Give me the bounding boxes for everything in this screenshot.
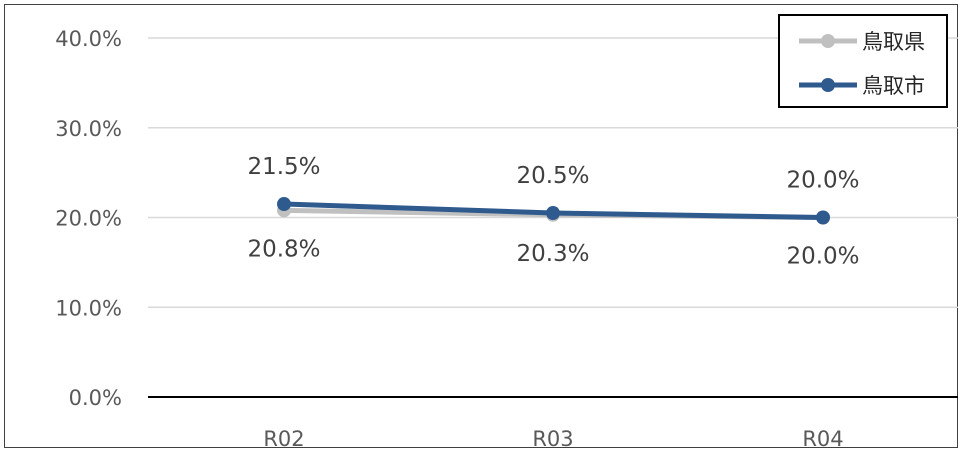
x-axis: R02 R03 R04 (263, 427, 843, 451)
data-point (546, 206, 560, 221)
y-tick-label: 20.0% (55, 207, 122, 231)
x-tick-label: R02 (263, 427, 304, 451)
x-tick-label: R04 (802, 427, 843, 451)
data-point (816, 210, 830, 225)
y-tick-label: 10.0% (55, 296, 122, 320)
data-label: 20.5% (516, 163, 589, 189)
x-tick-label: R03 (532, 427, 573, 451)
legend-label: 鳥取県 (862, 30, 925, 54)
y-tick-label: 40.0% (55, 27, 122, 51)
data-label: 20.0% (786, 168, 859, 194)
legend-marker (821, 34, 835, 48)
data-point (277, 197, 291, 212)
series-layer (277, 197, 830, 225)
data-label: 20.8% (247, 236, 320, 262)
data-label: 20.0% (786, 244, 859, 270)
y-tick-label: 0.0% (69, 386, 122, 410)
data-label: 21.5% (247, 154, 320, 180)
data-labels-layer: 20.8% 20.3% 20.0% 21.5% 20.5% 20.0% (247, 154, 859, 269)
legend-marker (821, 78, 835, 92)
y-tick-label: 30.0% (55, 117, 122, 141)
data-label: 20.3% (516, 241, 589, 267)
legend-label: 鳥取市 (862, 74, 925, 98)
y-axis: 0.0% 10.0% 20.0% 30.0% 40.0% (55, 27, 122, 410)
legend-box (778, 14, 948, 108)
